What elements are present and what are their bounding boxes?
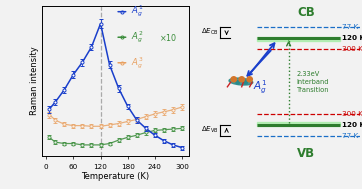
Ellipse shape: [229, 78, 253, 85]
Text: 300 K: 300 K: [342, 111, 362, 117]
Text: $\Delta E_{\rm CB}$: $\Delta E_{\rm CB}$: [202, 27, 219, 37]
Text: $\Delta E_{\rm VB}$: $\Delta E_{\rm VB}$: [202, 125, 219, 136]
Text: $A^1_g$: $A^1_g$: [253, 78, 267, 95]
Text: VB: VB: [297, 147, 315, 160]
Circle shape: [239, 77, 244, 82]
Text: 120 K: 120 K: [342, 122, 362, 128]
X-axis label: Temperature (K): Temperature (K): [81, 172, 149, 181]
Circle shape: [247, 77, 252, 82]
Text: $A^1_g$: $A^1_g$: [131, 4, 144, 19]
Circle shape: [244, 81, 248, 84]
Text: 120 K: 120 K: [342, 35, 362, 41]
Text: 77 K: 77 K: [342, 24, 358, 30]
Y-axis label: Raman intensity: Raman intensity: [30, 46, 39, 115]
Text: CB: CB: [297, 6, 315, 19]
Text: $A^2_g$: $A^2_g$: [131, 29, 144, 45]
Text: 77 K: 77 K: [342, 133, 358, 139]
Text: 300 K: 300 K: [342, 46, 362, 52]
Text: 2.33eV
Interband
Transition: 2.33eV Interband Transition: [296, 70, 329, 93]
Text: $\times$10: $\times$10: [159, 32, 178, 43]
Circle shape: [236, 81, 240, 84]
Circle shape: [231, 77, 236, 82]
Text: $A^3_g$: $A^3_g$: [131, 55, 144, 70]
